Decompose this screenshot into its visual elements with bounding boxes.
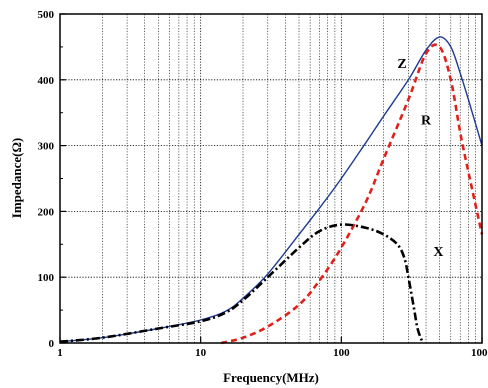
y-axis-title: Impedance(Ω) xyxy=(9,138,24,218)
y-tick-label: 200 xyxy=(38,206,55,218)
axis-ticks xyxy=(59,13,483,344)
x-tick-label: 1 xyxy=(57,347,63,359)
y-tick-label: 0 xyxy=(49,338,55,350)
series-z-line xyxy=(59,36,483,343)
y-tick-label: 500 xyxy=(38,9,55,21)
x-tick-label: 10 xyxy=(195,347,207,359)
series-label-x: X xyxy=(433,245,443,260)
series-label-z: Z xyxy=(397,57,406,72)
y-tick-label: 300 xyxy=(38,141,55,153)
y-tick-label: 400 xyxy=(38,75,55,87)
y-tick-label: 100 xyxy=(38,272,55,284)
series-group xyxy=(59,36,484,345)
series-x-line xyxy=(59,223,425,344)
x-tick-label: 100 xyxy=(333,347,350,359)
series-r-line xyxy=(220,43,484,345)
x-axis-title: Frequency(MHz) xyxy=(223,370,319,385)
series-label-r: R xyxy=(421,114,432,129)
